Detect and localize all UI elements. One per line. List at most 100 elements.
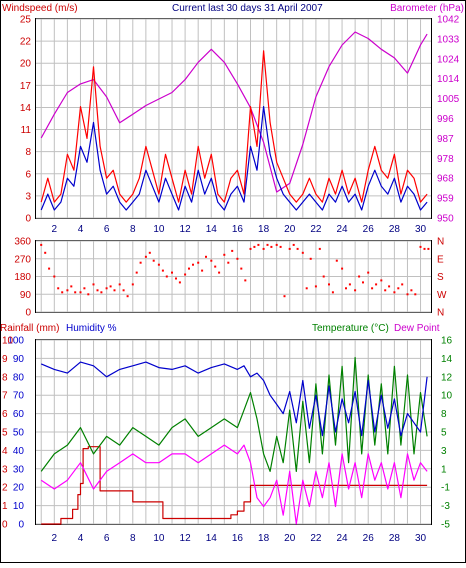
wind-direction-point xyxy=(380,279,383,282)
rain-tick-label: 9 xyxy=(2,354,8,365)
wind-direction-point xyxy=(148,251,151,254)
x-tick-label: 18 xyxy=(258,224,270,235)
x-tick-label: 14 xyxy=(206,224,218,235)
wind-direction-point xyxy=(249,247,252,250)
y-tick-label: 40 xyxy=(13,446,25,457)
wind-direction-point xyxy=(118,283,121,286)
grid-layer xyxy=(36,18,431,525)
y2-tick-label: 1005 xyxy=(437,94,460,105)
wind-direction-point xyxy=(318,247,321,250)
x-tick-label: 30 xyxy=(415,224,427,235)
x-tick-label: 22 xyxy=(310,224,322,235)
wind-direction-point xyxy=(328,283,330,286)
x-tick-label: 26 xyxy=(363,224,375,235)
y-tick-label: 25 xyxy=(20,15,32,26)
wind-direction-point xyxy=(375,283,378,286)
wind-direction-point xyxy=(161,269,164,272)
x-tick-label: 2 xyxy=(52,224,58,235)
x-tick-label: 16 xyxy=(232,224,244,235)
wind-direction-point xyxy=(427,247,430,250)
y-tick-label: 70 xyxy=(13,391,25,402)
wind-direction-point xyxy=(157,263,160,266)
rain-tick-label: 0 xyxy=(2,520,8,531)
rain-tick-label: 10 xyxy=(2,336,14,347)
x-tick-label: 16 xyxy=(232,533,244,544)
wind-direction-point xyxy=(66,289,69,292)
wind-direction-point xyxy=(53,275,56,278)
wind-direction-point xyxy=(388,285,391,288)
y-tick-label: 0 xyxy=(25,308,31,319)
humidity-axis-label: Humidity % xyxy=(66,323,117,334)
x-tick-label: 2 xyxy=(52,533,58,544)
wind-direction-point xyxy=(48,267,51,270)
rainfall-axis-label: Rainfall (mm) xyxy=(0,323,59,334)
wind-direction-point xyxy=(105,287,108,290)
y2-tick-label: 968 xyxy=(437,174,454,185)
windspeed-axis-label: Windspeed (m/s) xyxy=(2,3,78,14)
wind-direction-point xyxy=(227,261,230,264)
wind-direction-point xyxy=(244,279,247,282)
y-tick-label: 0 xyxy=(18,520,24,531)
y2-tick-label: 1042 xyxy=(437,15,460,26)
wind-direction-point xyxy=(61,291,64,294)
wind-direction-point xyxy=(135,271,138,274)
windspeed-line xyxy=(40,105,428,211)
wind-direction-point xyxy=(253,245,256,248)
x-tick-label: 12 xyxy=(180,224,192,235)
x-tick-label: 8 xyxy=(130,224,136,235)
y2-tick-label: 1 xyxy=(441,464,447,475)
y-tick-label: 20 xyxy=(13,483,25,494)
x-tick-label: 24 xyxy=(336,533,348,544)
wind-direction-point xyxy=(292,243,295,246)
y2-tick-label: 8 xyxy=(441,409,447,420)
wind-direction-point xyxy=(92,283,95,286)
wind-direction-point xyxy=(397,287,400,290)
wind-direction-point xyxy=(335,259,338,262)
wind-direction-point xyxy=(262,247,265,250)
wind-direction-point xyxy=(131,283,134,286)
wind-direction-point xyxy=(410,289,413,292)
wind-direction-point xyxy=(341,267,344,270)
wind-direction-point xyxy=(362,281,364,284)
y2-tick-label: 1033 xyxy=(437,34,460,45)
wind-direction-point xyxy=(74,291,77,294)
wind-direction-point xyxy=(201,269,204,272)
wind-direction-point xyxy=(266,243,269,246)
wind-direction-point xyxy=(279,245,282,248)
wind-direction-point xyxy=(401,283,404,286)
wind-direction-point xyxy=(301,251,304,254)
x-tick-label: 28 xyxy=(389,533,401,544)
wind-direction-point xyxy=(322,275,325,278)
wind-direction-point xyxy=(175,277,177,280)
wind-direction-point xyxy=(139,261,142,264)
y2-tick-label: 12 xyxy=(441,372,453,383)
y2-tick-label: 950 xyxy=(437,214,454,225)
wind-direction-point xyxy=(240,267,243,270)
x-tick-label: 28 xyxy=(389,224,401,235)
y-tick-label: 100 xyxy=(7,336,24,347)
y-tick-label: 90 xyxy=(13,354,25,365)
rain-tick-label: 3 xyxy=(2,464,8,475)
wind-direction-point xyxy=(358,275,361,278)
chart-title: Current last 30 days 31 April 2007 xyxy=(172,3,323,14)
wind-direction-point xyxy=(296,247,299,250)
y-tick-label: 11 xyxy=(21,125,32,136)
wind-direction-point xyxy=(414,293,417,296)
y2-tick-label: 996 xyxy=(437,114,454,125)
y-tick-label: 270 xyxy=(14,254,31,265)
y2-tick-label: 959 xyxy=(437,194,454,205)
dewpoint-line xyxy=(40,444,428,525)
y2-tick-label: -1 xyxy=(441,483,450,494)
wind-direction-point xyxy=(184,273,187,276)
y-tick-label: 50 xyxy=(13,428,25,439)
y2-tick-label: S xyxy=(437,272,444,283)
y2-tick-label: 987 xyxy=(437,134,454,145)
wind-direction-point xyxy=(406,293,409,296)
x-tick-label: 6 xyxy=(104,533,110,544)
wind-direction-point xyxy=(367,271,370,274)
y-tick-label: 30 xyxy=(13,464,25,475)
y-tick-label: 3 xyxy=(25,191,31,202)
y2-tick-label: 16 xyxy=(441,336,453,347)
